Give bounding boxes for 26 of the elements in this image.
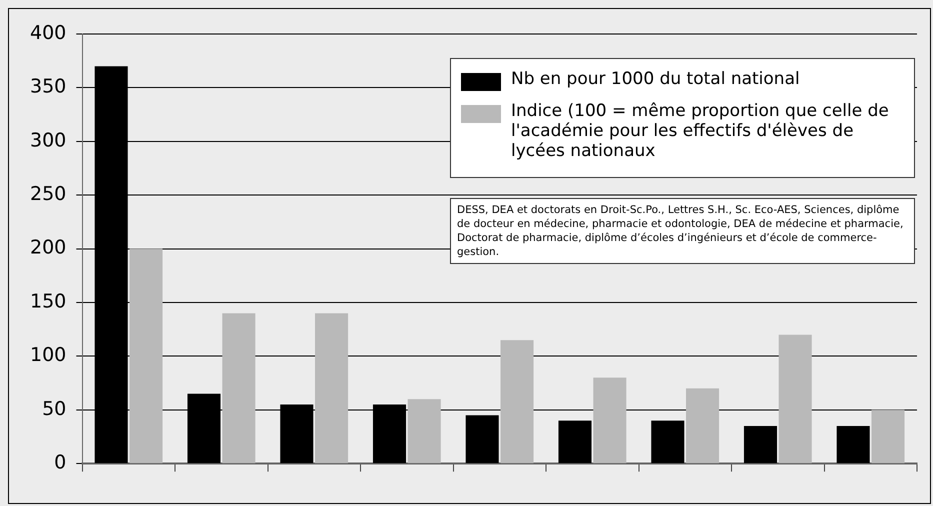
y-tick-label: 250 [30,183,66,206]
y-tick-label: 300 [30,129,66,152]
bar [500,340,534,464]
y-tick-label: 150 [30,290,66,312]
bar [836,426,870,464]
bar [558,420,592,464]
bar [593,378,626,464]
annotation: DESS, DEA et doctorats en Droit-Sc.Po., Lettres S.H., Sc. Eco-AES, Sciences, diplôme de docteur en médecine, pharmacie et odontologie, DEA de médecine et pharmacie, Doctorat de pharmacie, diplôme d’écoles d’ingénieurs et d’école de commerce-gestion. [457,203,904,259]
bar [130,248,163,464]
bar [651,420,684,464]
bar [315,313,348,464]
bar [778,334,812,464]
y-tick-label: 400 [30,22,66,44]
bar [222,313,256,464]
legend-label: Nb en pour 1000 du total national [511,69,800,89]
y-tick-label: 200 [30,236,66,259]
legend-label: Indice (100 = même proportion que celle de l'académie pour les effectifs d'élèves de lycées nationaux [511,101,890,161]
y-tick-label: 50 [42,398,66,420]
y-tick-label: 100 [30,344,66,366]
bar [686,388,720,464]
bar [408,399,441,464]
bar [466,415,499,464]
y-tick-label: 350 [30,76,66,98]
bar [744,426,778,464]
bar [871,410,905,464]
y-tick-label: 0 [54,452,66,474]
